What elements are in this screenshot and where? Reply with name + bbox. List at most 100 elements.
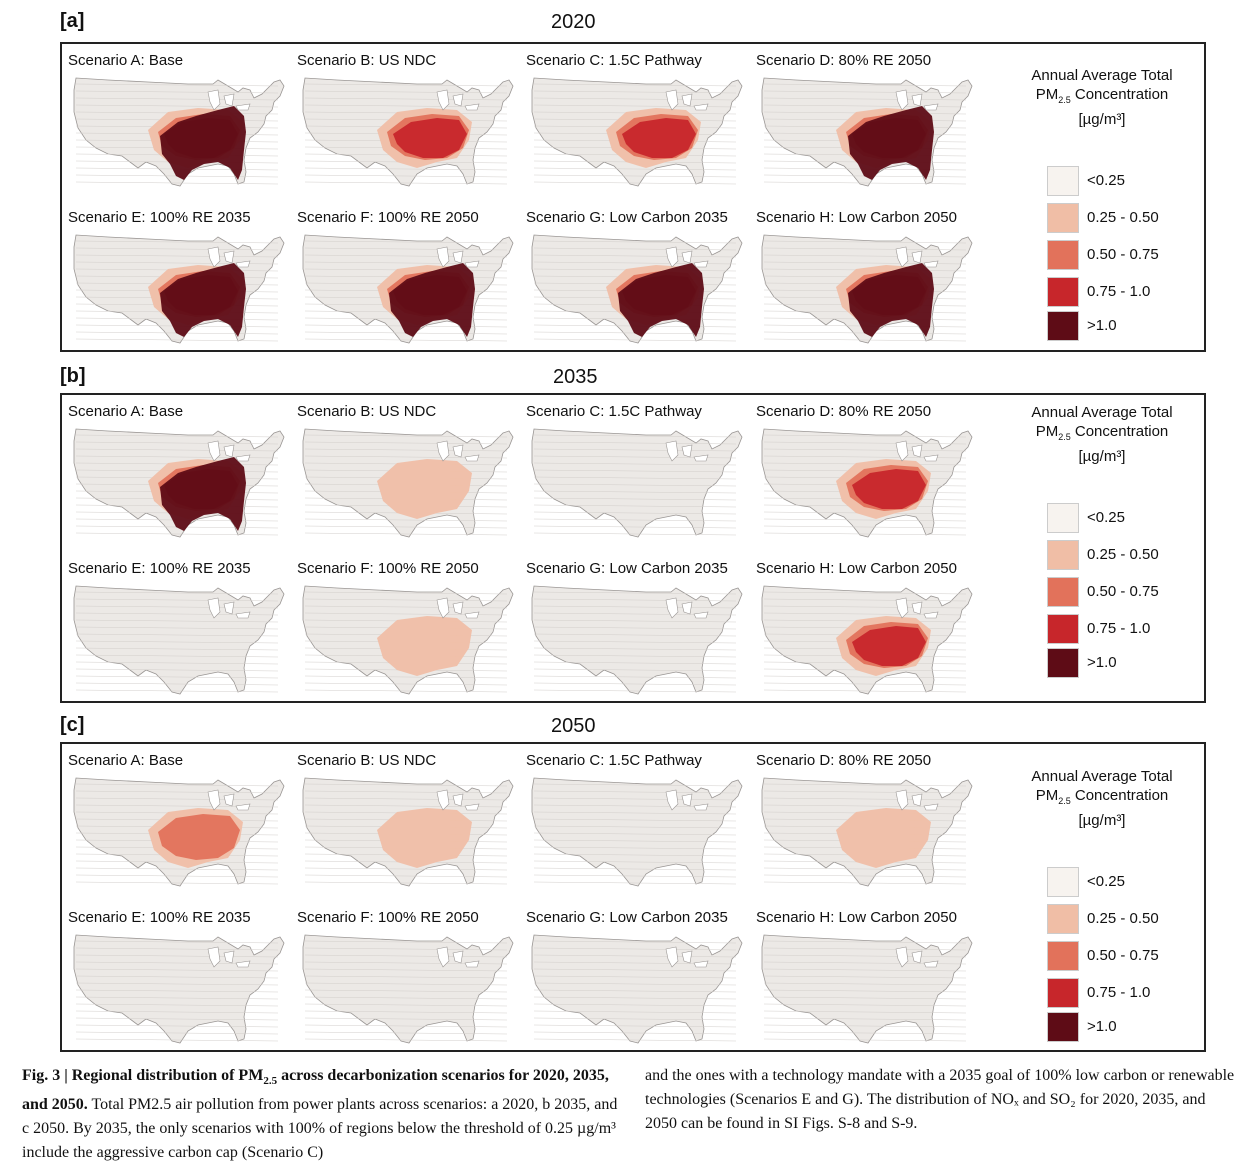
concentration-region	[848, 106, 934, 180]
county-texture	[763, 434, 967, 438]
legend-title: Annual Average Total PM2.5 Concentration…	[1031, 768, 1173, 829]
caption-left: Fig. 3 | Regional distribution of PM2.5 …	[22, 1064, 620, 1165]
us-map	[302, 777, 514, 887]
scenario-title: Scenario H: Low Carbon 2050	[756, 909, 957, 926]
scenario-map: Scenario B: US NDC	[297, 752, 522, 902]
county-texture	[75, 448, 279, 452]
county-texture	[763, 181, 967, 185]
county-texture	[763, 996, 967, 1000]
scenario-title: Scenario F: 100% RE 2050	[297, 909, 479, 926]
scenario-map: Scenario F: 100% RE 2050	[297, 909, 522, 1059]
scenario-title: Scenario D: 80% RE 2050	[756, 403, 932, 420]
county-texture	[75, 181, 279, 185]
concentration-region	[389, 263, 475, 337]
county-texture	[304, 448, 508, 452]
legend-label: >1.0	[1087, 1018, 1117, 1035]
legend-label: >1.0	[1087, 654, 1117, 671]
county-texture	[533, 675, 737, 679]
us-map	[531, 77, 743, 187]
county-texture	[533, 860, 737, 864]
county-texture	[533, 640, 737, 644]
us-map	[302, 585, 514, 695]
legend-swatch	[1047, 941, 1079, 971]
scenario-map: Scenario A: Base	[68, 752, 293, 902]
county-texture	[75, 647, 279, 651]
county-texture	[304, 975, 508, 979]
county-texture	[75, 682, 279, 686]
county-texture	[304, 434, 508, 438]
county-texture	[75, 97, 279, 101]
scenario-map: Scenario C: 1.5C Pathway	[526, 52, 751, 202]
county-texture	[533, 247, 737, 251]
scenario-title: Scenario H: Low Carbon 2050	[756, 209, 957, 226]
county-texture	[75, 1003, 279, 1007]
scenario-map: Scenario D: 80% RE 2050	[756, 752, 981, 902]
county-texture	[763, 518, 967, 522]
scenario-map: Scenario H: Low Carbon 2050	[756, 909, 981, 1059]
county-texture	[75, 90, 279, 94]
county-texture	[304, 1038, 508, 1042]
legend-swatch	[1047, 540, 1079, 570]
great-lakes	[895, 440, 939, 462]
concentration-region	[836, 808, 931, 868]
panel-c: Scenario A: Base Scenario B: US NDC Scenar…	[60, 742, 1206, 1052]
county-texture	[533, 811, 737, 815]
county-texture	[75, 598, 279, 602]
county-texture	[763, 682, 967, 686]
county-texture	[304, 441, 508, 445]
us-map	[73, 934, 285, 1044]
panel-b: Scenario A: Base Scenario B: US NDC Scenar…	[60, 393, 1206, 703]
panel-a: Scenario A: Base Scenario B: US NDC Scenar…	[60, 42, 1206, 352]
county-texture	[533, 1038, 737, 1042]
county-texture	[75, 975, 279, 979]
county-texture	[533, 982, 737, 986]
county-texture	[533, 682, 737, 686]
great-lakes	[665, 597, 709, 619]
county-texture	[763, 247, 967, 251]
county-texture	[75, 640, 279, 644]
legend-label: <0.25	[1087, 509, 1125, 526]
scenario-title: Scenario H: Low Carbon 2050	[756, 560, 957, 577]
legend-swatch	[1047, 311, 1079, 341]
county-texture	[533, 668, 737, 672]
legend-label: 0.75 - 1.0	[1087, 620, 1151, 637]
county-texture	[304, 591, 508, 595]
county-texture	[763, 441, 967, 445]
county-texture	[304, 1031, 508, 1035]
county-texture	[533, 525, 737, 529]
county-texture	[304, 989, 508, 993]
panel-b-year: 2035	[553, 366, 598, 388]
county-texture	[533, 511, 737, 515]
scenario-map: Scenario H: Low Carbon 2050	[756, 209, 981, 359]
scenario-title: Scenario C: 1.5C Pathway	[526, 752, 702, 769]
great-lakes	[436, 789, 480, 811]
county-texture	[533, 476, 737, 480]
legend-label: 0.75 - 1.0	[1087, 984, 1151, 1001]
scenario-title: Scenario A: Base	[68, 752, 184, 769]
legend-title: Annual Average Total PM2.5 Concentration…	[1031, 67, 1173, 128]
scenario-map: Scenario A: Base	[68, 403, 293, 553]
scenario-title: Scenario E: 100% RE 2035	[68, 560, 251, 577]
county-texture	[763, 975, 967, 979]
panel-c-year: 2050	[551, 715, 596, 737]
county-texture	[763, 448, 967, 452]
county-texture	[533, 504, 737, 508]
county-texture	[304, 968, 508, 972]
county-texture	[75, 668, 279, 672]
panel-a-year: 2020	[551, 11, 596, 33]
great-lakes	[895, 597, 939, 619]
county-texture	[533, 1003, 737, 1007]
county-texture	[763, 675, 967, 679]
panel-a-legend: Annual Average Total PM2.5 Concentration…	[1017, 66, 1187, 341]
scenario-map: Scenario F: 100% RE 2050	[297, 209, 522, 359]
scenario-map: Scenario B: US NDC	[297, 52, 522, 202]
county-texture	[533, 647, 737, 651]
county-texture	[533, 940, 737, 944]
county-texture	[304, 881, 508, 885]
scenario-map: Scenario B: US NDC	[297, 403, 522, 553]
legend-label: 0.25 - 0.50	[1087, 546, 1159, 563]
county-texture	[533, 441, 737, 445]
county-texture	[304, 1003, 508, 1007]
county-texture	[763, 940, 967, 944]
great-lakes	[207, 946, 251, 968]
